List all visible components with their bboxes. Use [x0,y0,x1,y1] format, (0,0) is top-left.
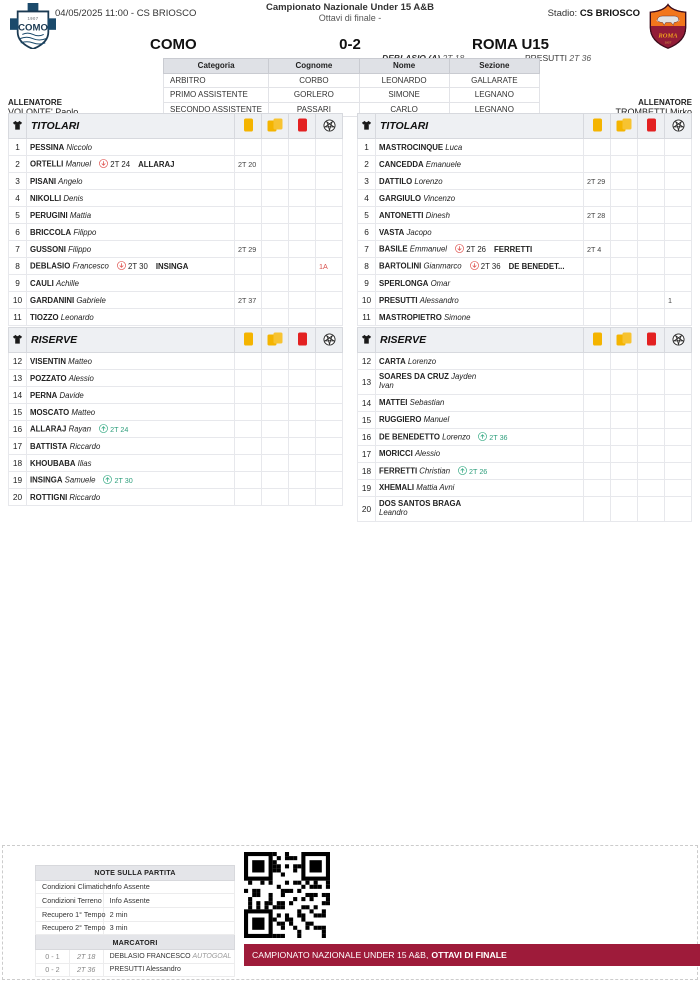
svg-text:1907: 1907 [28,16,39,21]
